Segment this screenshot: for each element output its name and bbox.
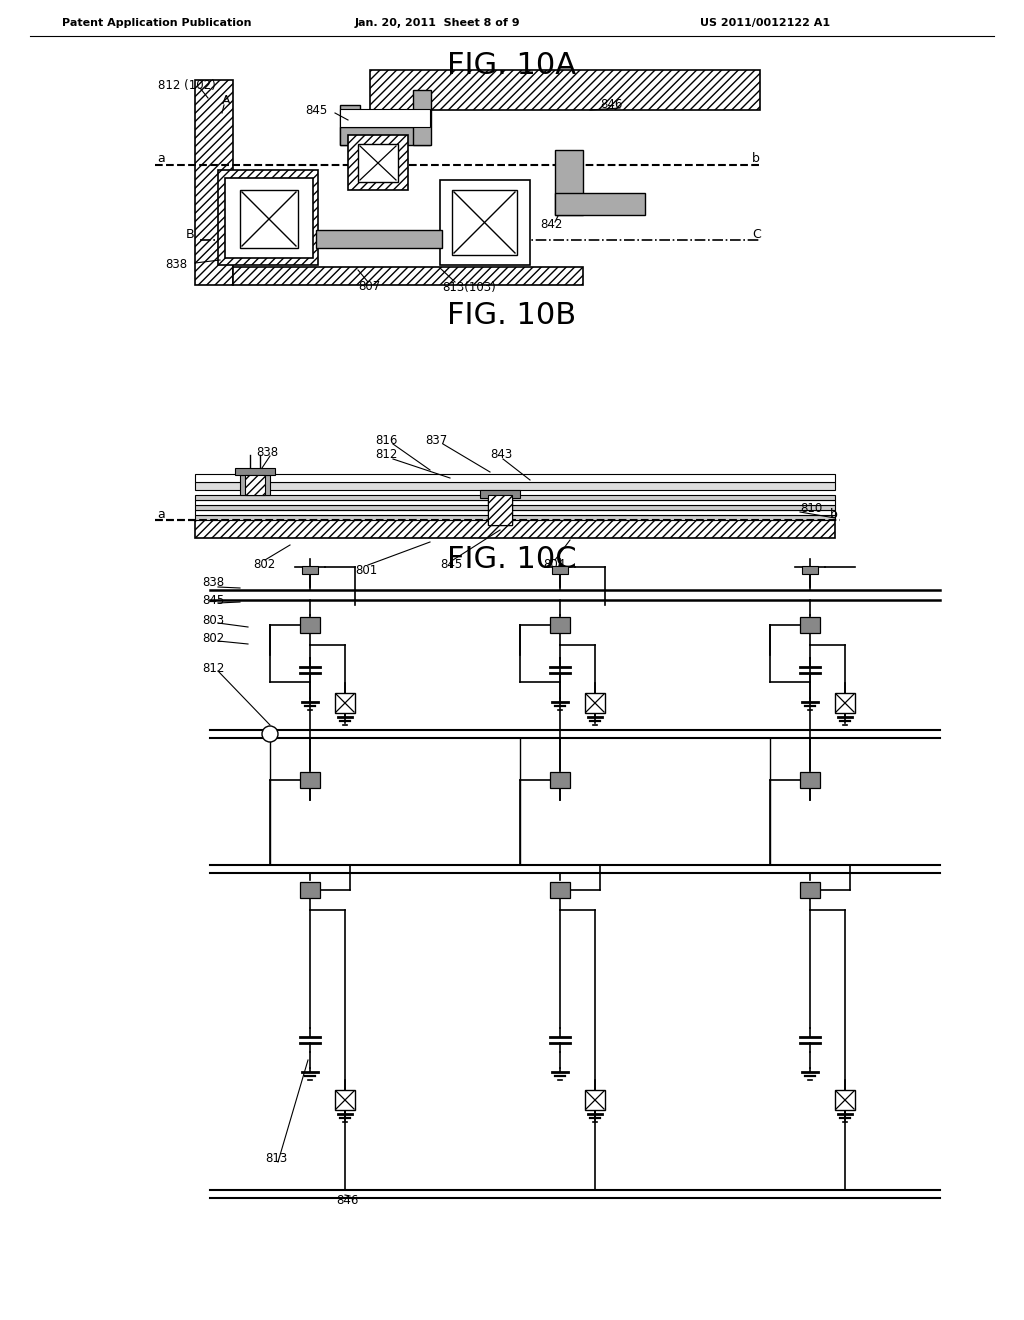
Text: B: B	[185, 228, 194, 242]
Text: a: a	[157, 507, 165, 520]
Text: 812: 812	[375, 449, 397, 462]
Bar	[340, 106, 360, 145]
Text: 813: 813	[265, 1151, 288, 1164]
Text: Patent Application Publication: Patent Application Publication	[62, 18, 252, 28]
Text: 812: 812	[202, 661, 224, 675]
Bar	[195, 81, 233, 285]
Bar	[555, 150, 583, 215]
Bar	[218, 170, 318, 265]
Text: 838: 838	[202, 577, 224, 590]
Text: Jan. 20, 2011  Sheet 8 of 9: Jan. 20, 2011 Sheet 8 of 9	[355, 18, 520, 28]
Text: 804: 804	[543, 558, 565, 572]
Bar	[195, 474, 835, 482]
Bar	[488, 495, 512, 525]
Bar	[240, 190, 298, 248]
Text: FIG. 10C: FIG. 10C	[447, 545, 577, 574]
Bar	[555, 193, 645, 215]
Text: US 2011/0012122 A1: US 2011/0012122 A1	[700, 18, 830, 28]
Bar	[240, 475, 270, 495]
Text: 845: 845	[440, 558, 462, 572]
Bar	[195, 506, 835, 510]
Text: 803: 803	[202, 614, 224, 627]
Bar	[452, 190, 517, 255]
Bar	[800, 882, 820, 898]
Bar	[488, 495, 512, 525]
Text: 842: 842	[540, 219, 562, 231]
Bar	[563, 150, 575, 193]
Bar	[550, 882, 570, 898]
Bar	[225, 178, 313, 257]
Bar	[370, 70, 760, 110]
Bar	[245, 475, 265, 495]
Bar	[195, 482, 835, 490]
Text: 837: 837	[425, 433, 447, 446]
Bar	[234, 469, 275, 475]
Text: 843: 843	[490, 449, 512, 462]
Bar	[413, 90, 431, 145]
Bar	[335, 1090, 355, 1110]
Bar	[585, 693, 605, 713]
Text: 807: 807	[358, 281, 380, 293]
Bar	[835, 1090, 855, 1110]
Bar	[300, 772, 319, 788]
Bar	[480, 490, 520, 498]
Bar	[800, 772, 820, 788]
Text: A: A	[222, 94, 230, 107]
Bar	[835, 693, 855, 713]
Text: 802: 802	[253, 558, 275, 572]
Bar	[195, 500, 835, 506]
Bar	[340, 127, 430, 145]
Bar	[550, 772, 570, 788]
Text: C: C	[752, 228, 761, 242]
Text: a: a	[157, 153, 165, 165]
Bar	[440, 180, 530, 265]
Bar	[300, 616, 319, 634]
Bar	[233, 267, 583, 285]
Bar	[552, 566, 568, 574]
Bar	[302, 566, 318, 574]
Text: 846: 846	[600, 99, 623, 111]
Text: FIG. 10A: FIG. 10A	[447, 50, 577, 79]
Text: FIG. 10B: FIG. 10B	[447, 301, 577, 330]
Text: 845: 845	[305, 103, 328, 116]
Text: b: b	[752, 153, 760, 165]
Bar	[300, 882, 319, 898]
Bar	[195, 495, 835, 500]
Bar	[335, 693, 355, 713]
Text: 810: 810	[800, 502, 822, 515]
Bar	[800, 616, 820, 634]
Text: 801: 801	[355, 564, 377, 577]
Text: 845: 845	[202, 594, 224, 606]
Circle shape	[262, 726, 278, 742]
Bar	[195, 520, 835, 539]
Text: b: b	[830, 507, 838, 520]
Bar	[340, 110, 430, 127]
Text: 802: 802	[202, 631, 224, 644]
Bar	[358, 144, 398, 182]
Text: 813(103): 813(103)	[442, 281, 496, 293]
Bar	[348, 135, 408, 190]
Bar	[195, 510, 835, 515]
Bar	[585, 1090, 605, 1110]
Bar	[316, 230, 442, 248]
Text: 838: 838	[165, 259, 187, 272]
Text: 816: 816	[375, 433, 397, 446]
Text: 846: 846	[336, 1193, 358, 1206]
Text: 812 (102): 812 (102)	[158, 78, 216, 91]
Bar	[802, 566, 818, 574]
Bar	[195, 515, 835, 520]
Bar	[550, 616, 570, 634]
Text: 838: 838	[256, 446, 279, 458]
